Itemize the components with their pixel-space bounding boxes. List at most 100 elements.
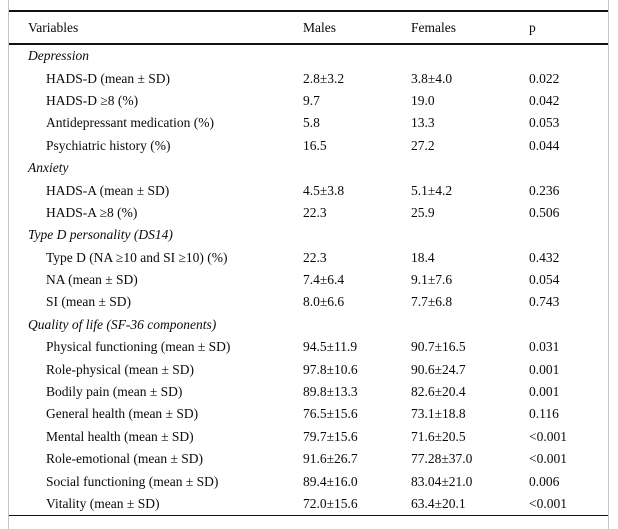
females-value: 90.7±16.5 [411, 339, 466, 355]
p-value: <0.001 [529, 428, 567, 444]
variable-label: Social functioning (mean ± SD) [46, 473, 219, 489]
variable-label: HADS-A (mean ± SD) [46, 182, 170, 198]
column-header-males: Males [303, 19, 336, 35]
females-value: 25.9 [411, 204, 435, 220]
table-row: Physical functioning (mean ± SD) 94.5±11… [9, 336, 608, 358]
p-value: 0.006 [529, 473, 560, 489]
section-row: Depression [9, 45, 608, 67]
variable-label: NA (mean ± SD) [46, 272, 138, 288]
table-row: Mental health (mean ± SD) 79.7±15.6 71.6… [9, 426, 608, 448]
females-value: 63.4±20.1 [411, 496, 466, 511]
p-value: 0.432 [529, 249, 560, 265]
males-value: 5.8 [303, 115, 320, 131]
column-header-females: Females [411, 19, 456, 35]
females-value: 27.2 [411, 137, 435, 153]
males-value: 2.8±3.2 [303, 70, 345, 86]
females-value: 83.04±21.0 [411, 473, 473, 489]
variable-label: Mental health (mean ± SD) [46, 428, 194, 444]
table-row: Bodily pain (mean ± SD) 89.8±13.3 82.6±2… [9, 381, 608, 403]
females-value: 19.0 [411, 92, 435, 108]
variable-label: Physical functioning (mean ± SD) [46, 339, 231, 355]
males-value: 7.4±6.4 [303, 272, 345, 288]
variable-label: Vitality (mean ± SD) [46, 496, 160, 511]
column-header-p: p [529, 19, 536, 35]
p-value: 0.031 [529, 339, 560, 355]
section-label: Quality of life (SF-36 components) [28, 316, 217, 332]
table-row: NA (mean ± SD) 7.4±6.4 9.1±7.6 0.054 [9, 269, 608, 291]
column-header-variables: Variables [28, 19, 79, 35]
table-row: Social functioning (mean ± SD) 89.4±16.0… [9, 470, 608, 492]
variable-label: HADS-D (mean ± SD) [46, 70, 171, 86]
table-row: HADS-A (mean ± SD) 4.5±3.8 5.1±4.2 0.236 [9, 179, 608, 201]
males-value: 16.5 [303, 137, 327, 153]
table-row: HADS-A ≥8 (%) 22.3 25.9 0.506 [9, 202, 608, 224]
males-value: 97.8±10.6 [303, 361, 358, 377]
table-row: Antidepressant medication (%) 5.8 13.3 0… [9, 112, 608, 134]
variable-label: Psychiatric history (%) [46, 137, 171, 153]
females-value: 73.1±18.8 [411, 406, 466, 422]
males-value: 22.3 [303, 204, 327, 220]
table-row: Role-physical (mean ± SD) 97.8±10.6 90.6… [9, 358, 608, 380]
males-value: 4.5±3.8 [303, 182, 345, 198]
p-value: 0.022 [529, 70, 560, 86]
table-row: HADS-D ≥8 (%) 9.7 19.0 0.042 [9, 90, 608, 112]
p-value: <0.001 [529, 451, 567, 467]
section-label: Depression [28, 48, 89, 64]
p-value: 0.236 [529, 182, 560, 198]
variable-label: HADS-A ≥8 (%) [46, 204, 138, 220]
males-value: 9.7 [303, 92, 320, 108]
males-value: 89.8±13.3 [303, 384, 358, 400]
p-value: 0.053 [529, 115, 560, 131]
females-value: 90.6±24.7 [411, 361, 466, 377]
variable-label: Type D (NA ≥10 and SI ≥10) (%) [46, 249, 228, 265]
variable-label: General health (mean ± SD) [46, 406, 199, 422]
table-row: Psychiatric history (%) 16.5 27.2 0.044 [9, 135, 608, 157]
p-value: 0.001 [529, 361, 560, 377]
table-row: SI (mean ± SD) 8.0±6.6 7.7±6.8 0.743 [9, 291, 608, 313]
males-value: 76.5±15.6 [303, 406, 358, 422]
section-label: Type D personality (DS14) [28, 227, 173, 243]
variable-label: Role-emotional (mean ± SD) [46, 451, 203, 467]
females-value: 3.8±4.0 [411, 70, 453, 86]
section-row: Anxiety [9, 157, 608, 179]
females-value: 77.28±37.0 [411, 451, 473, 467]
section-row: Quality of life (SF-36 components) [9, 314, 608, 336]
section-label: Anxiety [28, 160, 69, 176]
variable-label: Role-physical (mean ± SD) [46, 361, 194, 377]
males-value: 8.0±6.6 [303, 294, 345, 310]
table-frame: Variables Males Females p Depression HAD… [8, 0, 609, 529]
females-value: 82.6±20.4 [411, 384, 466, 400]
variable-label: Antidepressant medication (%) [46, 115, 214, 131]
p-value: 0.743 [529, 294, 560, 310]
females-value: 9.1±7.6 [411, 272, 453, 288]
table-row: Role-emotional (mean ± SD) 91.6±26.7 77.… [9, 448, 608, 470]
females-value: 5.1±4.2 [411, 182, 453, 198]
males-value: 89.4±16.0 [303, 473, 358, 489]
males-value: 94.5±11.9 [303, 339, 358, 355]
p-value: 0.044 [529, 137, 560, 153]
females-value: 18.4 [411, 249, 435, 265]
females-value: 13.3 [411, 115, 435, 131]
statistics-table: Variables Males Females p Depression HAD… [9, 10, 608, 517]
p-value: <0.001 [529, 496, 567, 511]
variable-label: HADS-D ≥8 (%) [46, 92, 139, 108]
p-value: 0.116 [529, 406, 559, 422]
males-value: 79.7±15.6 [303, 428, 358, 444]
variable-label: Bodily pain (mean ± SD) [46, 384, 183, 400]
p-value: 0.042 [529, 92, 560, 108]
males-value: 72.0±15.6 [303, 496, 358, 511]
table-row: Vitality (mean ± SD) 72.0±15.6 63.4±20.1… [9, 493, 608, 515]
table-body: Depression HADS-D (mean ± SD) 2.8±3.2 3.… [9, 45, 608, 517]
section-row: Type D personality (DS14) [9, 224, 608, 246]
table-row: General health (mean ± SD) 76.5±15.6 73.… [9, 403, 608, 425]
table-header-row: Variables Males Females p [9, 10, 608, 45]
males-value: 22.3 [303, 249, 327, 265]
males-value: 91.6±26.7 [303, 451, 358, 467]
females-value: 71.6±20.5 [411, 428, 466, 444]
p-value: 0.054 [529, 272, 560, 288]
variable-label: SI (mean ± SD) [46, 294, 132, 310]
table-row: Type D (NA ≥10 and SI ≥10) (%) 22.3 18.4… [9, 247, 608, 269]
p-value: 0.506 [529, 204, 560, 220]
females-value: 7.7±6.8 [411, 294, 453, 310]
